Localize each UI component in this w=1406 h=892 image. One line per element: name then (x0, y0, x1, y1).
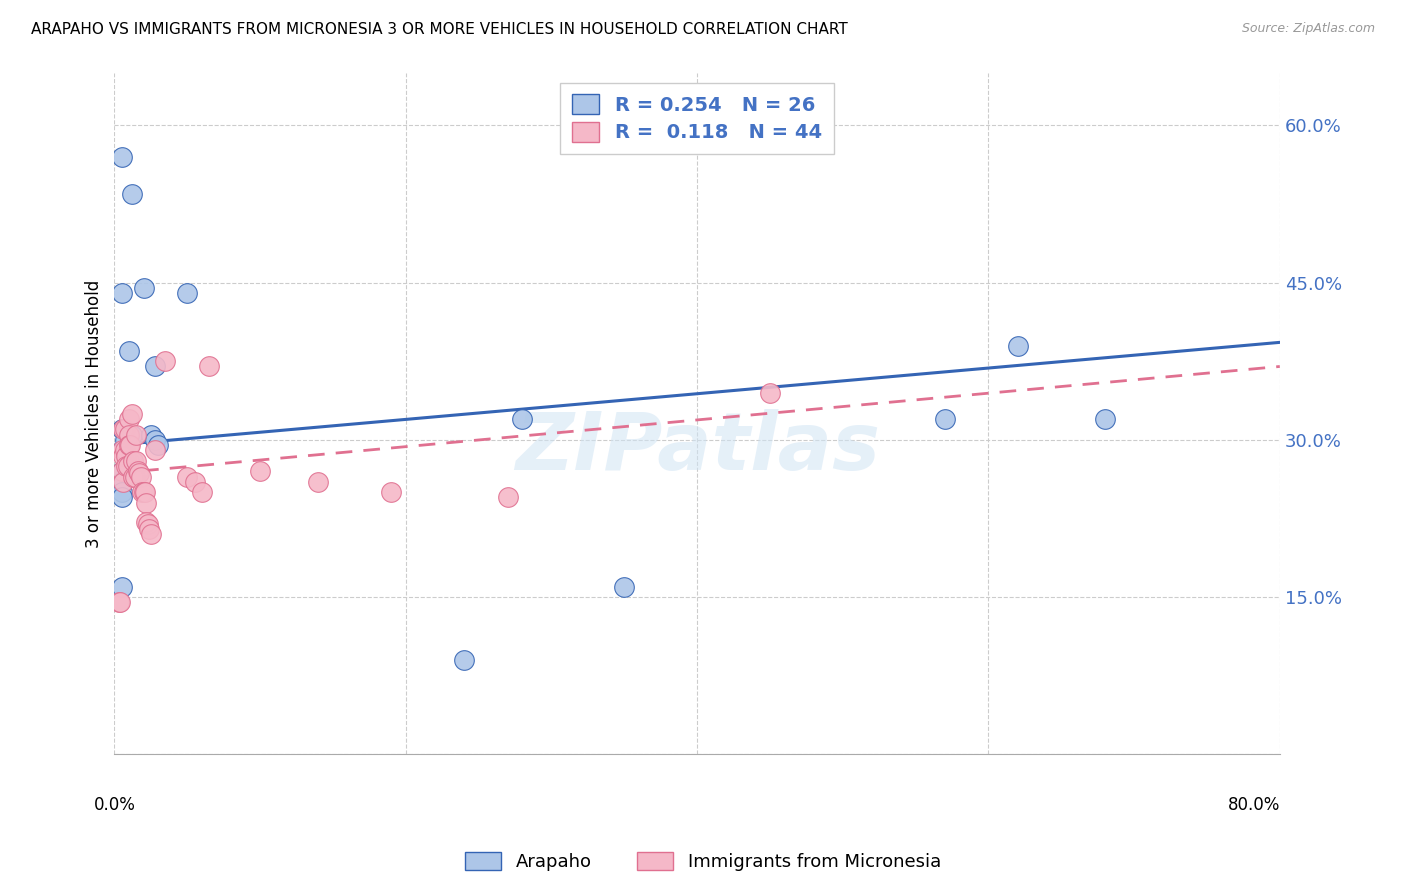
Point (135, 496, 157, 510)
Text: Source: ZipAtlas.com: Source: ZipAtlas.com (1241, 22, 1375, 36)
Point (114, 443, 136, 458)
Point (112, 449, 135, 463)
Point (136, 516, 159, 531)
Point (759, 385, 782, 400)
Point (111, 485, 134, 500)
Legend: Arapaho, Immigrants from Micronesia: Arapaho, Immigrants from Micronesia (458, 846, 948, 879)
Point (307, 475, 329, 489)
Point (134, 485, 156, 500)
Point (176, 469, 198, 483)
Point (120, 438, 142, 452)
Point (934, 412, 956, 426)
Point (115, 449, 138, 463)
Point (111, 475, 134, 489)
Point (118, 438, 141, 452)
Text: ZIPatlas: ZIPatlas (515, 409, 880, 487)
Y-axis label: 3 or more Vehicles in Household: 3 or more Vehicles in Household (86, 279, 103, 548)
Text: 0.0%: 0.0% (93, 797, 135, 814)
Point (453, 653, 475, 667)
Point (115, 449, 138, 463)
Point (107, 595, 129, 609)
Point (613, 580, 636, 594)
Point (111, 464, 134, 478)
Point (117, 458, 139, 473)
Point (191, 485, 214, 500)
Point (135, 515, 157, 529)
Point (114, 433, 136, 447)
Point (127, 464, 149, 478)
Point (112, 475, 135, 489)
Point (198, 359, 221, 374)
Point (129, 469, 152, 483)
Point (115, 458, 138, 473)
Point (183, 475, 205, 489)
Point (111, 464, 134, 478)
Point (146, 438, 169, 452)
Legend: R = 0.254   N = 26, R =  0.118   N = 44: R = 0.254 N = 26, R = 0.118 N = 44 (561, 83, 834, 154)
Text: ARAPAHO VS IMMIGRANTS FROM MICRONESIA 3 OR MORE VEHICLES IN HOUSEHOLD CORRELATIO: ARAPAHO VS IMMIGRANTS FROM MICRONESIA 3 … (31, 22, 848, 37)
Point (111, 422, 134, 436)
Text: 80.0%: 80.0% (1227, 797, 1279, 814)
Point (121, 427, 143, 442)
Point (128, 467, 150, 481)
Point (121, 186, 143, 201)
Point (143, 359, 166, 374)
Point (114, 422, 136, 436)
Point (122, 454, 145, 468)
Point (118, 343, 141, 358)
Point (132, 485, 155, 500)
Point (125, 427, 148, 442)
Point (118, 427, 141, 442)
Point (121, 407, 143, 421)
Point (1007, 338, 1029, 352)
Point (118, 454, 141, 468)
Point (111, 491, 134, 505)
Point (111, 150, 134, 164)
Point (1094, 412, 1116, 426)
Point (124, 469, 146, 483)
Point (143, 443, 166, 458)
Point (111, 286, 134, 301)
Point (125, 454, 148, 468)
Point (131, 485, 153, 500)
Point (510, 412, 533, 426)
Point (143, 433, 166, 447)
Point (138, 522, 160, 536)
Point (139, 427, 162, 442)
Point (111, 580, 134, 594)
Point (380, 485, 402, 500)
Point (155, 354, 177, 368)
Point (176, 286, 198, 301)
Point (111, 443, 134, 458)
Point (112, 422, 135, 436)
Point (110, 595, 132, 609)
Point (496, 491, 519, 505)
Point (139, 527, 162, 541)
Point (249, 464, 271, 478)
Point (132, 281, 155, 295)
Point (122, 469, 145, 483)
Point (118, 412, 141, 426)
